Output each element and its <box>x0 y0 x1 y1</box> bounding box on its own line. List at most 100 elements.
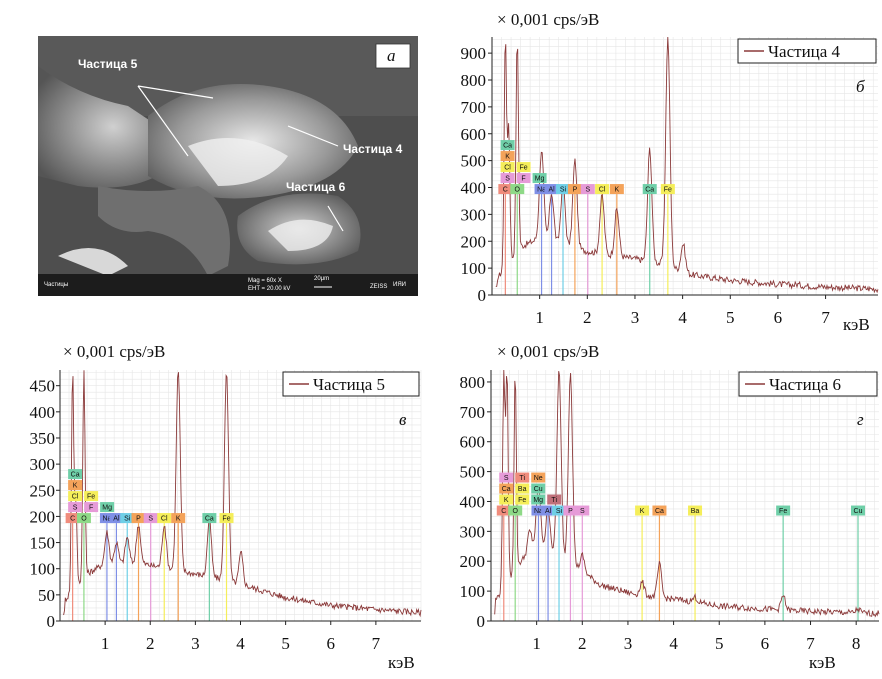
y-tick-label: 800 <box>461 71 487 90</box>
y-tick-label: 100 <box>460 582 486 601</box>
sem-label-particle4: Частица 4 <box>343 142 403 156</box>
element-tag-label: K <box>615 187 620 194</box>
element-tag-label: Na <box>537 187 546 194</box>
element-tag-box <box>500 151 515 162</box>
element-markers <box>72 523 228 621</box>
element-tag-box <box>100 502 115 513</box>
y-tick-label: 50 <box>38 586 55 605</box>
element-tag-box <box>567 184 582 195</box>
element-tag-label: Al <box>545 508 552 515</box>
element-tag-label: S <box>73 505 78 512</box>
element-tag-label: Cl <box>161 516 168 523</box>
element-tag-box <box>635 505 650 516</box>
x-tick-label: 1 <box>532 634 541 653</box>
x-tick-label: 3 <box>191 634 200 653</box>
y-tick-label: 300 <box>460 522 486 541</box>
y-tick-label: 900 <box>461 44 487 63</box>
element-tag-box <box>547 494 562 505</box>
element-tag-label: C <box>501 508 506 515</box>
element-tag-label: Fe <box>664 187 672 194</box>
x-tick-label: 2 <box>583 308 592 327</box>
element-tag-box <box>580 184 595 195</box>
x-tick-label: 5 <box>715 634 724 653</box>
element-tag-label: K <box>504 497 509 504</box>
element-tag-label: Cl <box>599 187 606 194</box>
element-tag-label: Ca <box>205 516 214 523</box>
element-tag-box <box>556 184 571 195</box>
element-tag-label: K <box>176 516 181 523</box>
element-tag-label: K <box>505 154 510 161</box>
element-tag-box <box>642 184 657 195</box>
element-tag-label: Si <box>560 187 567 194</box>
element-tag-label: Al <box>548 187 555 194</box>
element-tag-label: Cu <box>854 508 863 515</box>
element-tag-box <box>552 505 567 516</box>
y-tick-label: 700 <box>461 98 487 117</box>
element-tag-box <box>500 140 515 151</box>
element-tag-label: P <box>573 187 578 194</box>
spectrum-line <box>63 370 422 618</box>
y-tick-label: 600 <box>461 125 487 144</box>
element-tag-label: Ca <box>503 143 512 150</box>
element-tag-label: S <box>148 516 153 523</box>
grid-minor <box>59 370 422 622</box>
y-tick-label: 100 <box>461 259 487 278</box>
element-tag-box <box>498 184 513 195</box>
spectrum-line <box>495 36 879 294</box>
y-tick-label: 400 <box>461 179 487 198</box>
sem-label-particle6: Частица 6 <box>286 180 346 194</box>
x-tick-label: 7 <box>821 308 830 327</box>
element-tag-label: Ca <box>655 508 664 515</box>
sem-label-particle5: Частица 5 <box>78 57 138 71</box>
element-tag-box <box>516 162 531 173</box>
element-tag-box <box>531 472 546 483</box>
element-tag-label: Ca <box>502 486 511 493</box>
element-tag-label: O <box>512 508 518 515</box>
x-tick-label: 4 <box>236 634 245 653</box>
spectrum-line <box>494 369 880 618</box>
x-tick-label: 6 <box>761 634 770 653</box>
element-tag-label: Mg <box>533 497 543 504</box>
element-tag-box <box>68 480 83 491</box>
y-tick-label: 200 <box>30 507 56 526</box>
element-tag-box <box>157 513 172 524</box>
element-markers <box>504 194 669 295</box>
x-tick-label: 3 <box>631 308 640 327</box>
element-tag-label: S <box>505 176 510 183</box>
element-tag-label: P <box>136 516 141 523</box>
element-tag-label: Ne <box>534 475 543 482</box>
y-unit-label: × 0,001 cps/эВ <box>63 342 165 361</box>
y-tick-label: 0 <box>47 612 56 631</box>
y-tick-label: 800 <box>460 373 486 392</box>
element-tag-label: Fe <box>519 165 527 172</box>
element-tag-box <box>508 505 523 516</box>
legend-label: Частица 5 <box>313 375 385 394</box>
y-tick-label: 100 <box>30 560 56 579</box>
element-tag-label: Ti <box>519 475 525 482</box>
element-tag-label: S <box>585 187 590 194</box>
element-tag-box <box>500 162 515 173</box>
sem-footer-inst: ИЯИ <box>393 282 406 288</box>
element-tag-box <box>531 483 546 494</box>
y-tick-label: 350 <box>30 429 56 448</box>
element-tag-label: O <box>81 516 87 523</box>
x-axis-label: кэВ <box>388 653 415 672</box>
element-tag-box <box>515 494 530 505</box>
element-tag-box <box>131 513 146 524</box>
element-tag-label: F <box>89 505 93 512</box>
x-tick-label: 1 <box>101 634 110 653</box>
element-tag-box <box>531 505 546 516</box>
sem-footer-eht: EHT = 20.00 kV <box>248 286 290 292</box>
element-tag-box <box>531 494 546 505</box>
element-tag-label: C <box>503 187 508 194</box>
sem-footer-mag: Mag = 60x X <box>248 278 282 284</box>
element-tag-label: Al <box>113 516 120 523</box>
x-tick-label: 3 <box>624 634 633 653</box>
y-tick-label: 500 <box>461 152 487 171</box>
element-tag-label: O <box>515 187 521 194</box>
element-tag-box <box>499 494 514 505</box>
x-tick-label: 6 <box>327 634 336 653</box>
